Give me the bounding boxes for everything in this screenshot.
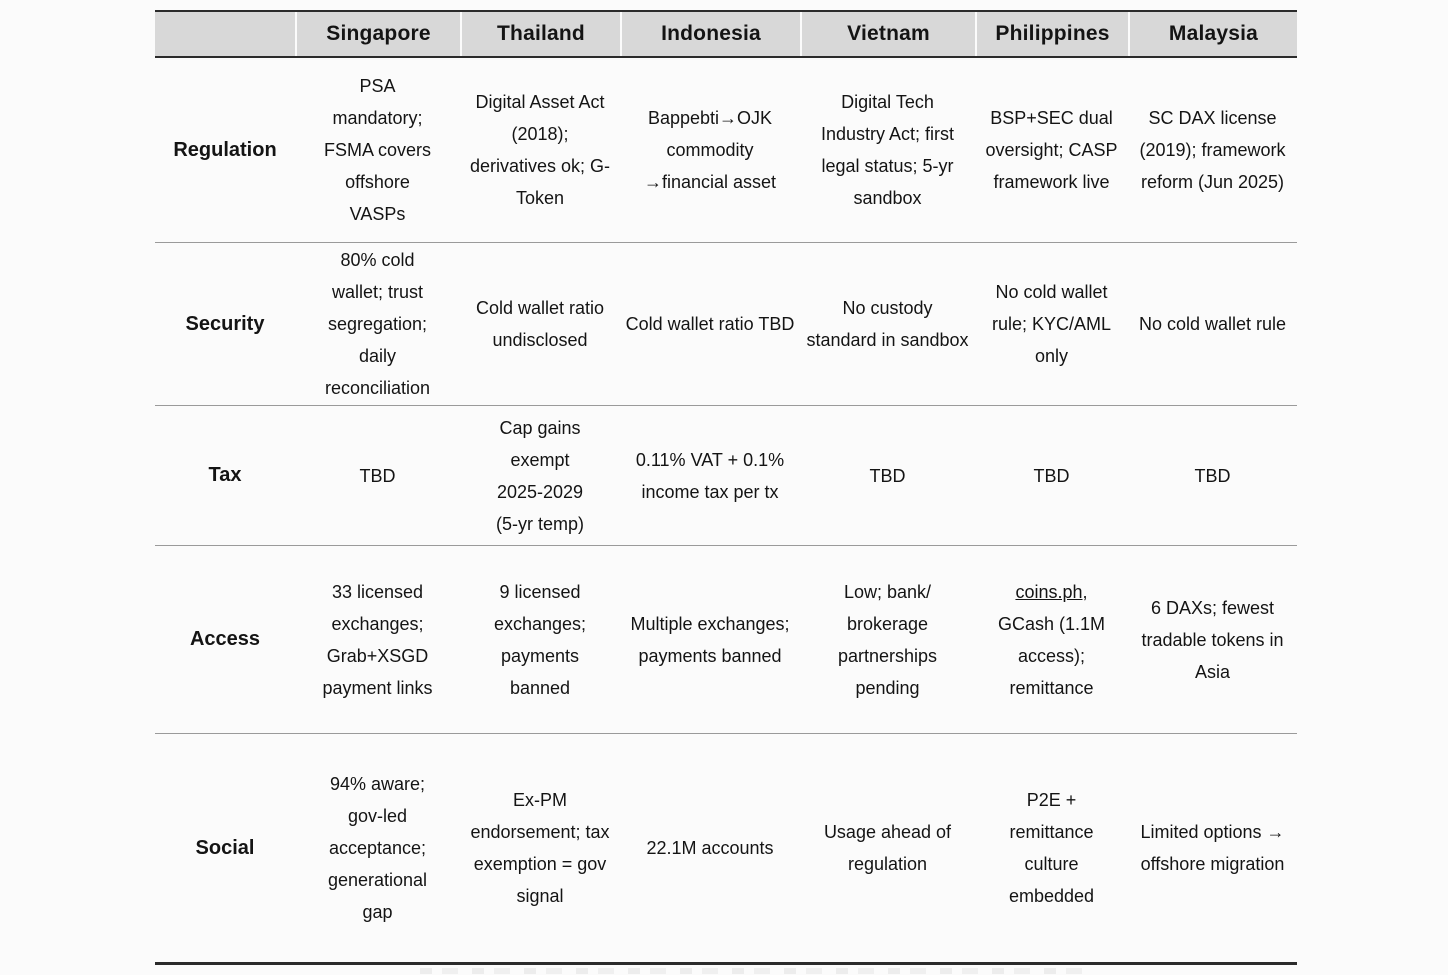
row-label-security: Security	[185, 312, 265, 335]
table-row-social: Social 94% aware; gov-led acceptance; ge…	[155, 733, 1297, 962]
cell-access-philippines: coins.ph, GCash (1.1M access); remittanc…	[975, 546, 1128, 733]
cell-social-vietnam: Usage ahead of regulation	[823, 822, 952, 874]
cell-access-philippines-content: coins.ph, GCash (1.1M access); remittanc…	[998, 576, 1105, 704]
cell-access-vietnam: Low; bank/ brokerage partnerships pendin…	[837, 581, 938, 698]
row-label-tax: Tax	[208, 464, 242, 486]
column-header-malaysia: Malaysia	[1128, 12, 1297, 56]
coins-ph-link[interactable]: coins.ph	[1015, 581, 1083, 602]
row-label-regulation: Regulation	[173, 138, 277, 161]
cell-social-philippines: P2E + remittance culture embedded	[1008, 790, 1095, 906]
cell-regulation-thailand: Digital Asset Act (2018); derivatives ok…	[469, 92, 611, 208]
cell-social-singapore: 94% aware; gov-led acceptance; generatio…	[327, 774, 428, 922]
cell-regulation-malaysia: SC DAX license (2019); framework reform …	[1139, 108, 1286, 192]
cell-access-singapore: 33 licensed exchanges; Grab+XSGD payment…	[322, 581, 433, 698]
cell-security-philippines: No cold wallet rule; KYC/AML only	[991, 282, 1112, 366]
corner-header-cell	[155, 12, 295, 56]
cell-tax-philippines: TBD	[1033, 465, 1070, 486]
cell-social-thailand: Ex-PM endorsement; tax exemption = gov s…	[470, 790, 610, 906]
cell-regulation-philippines: BSP+SEC dual oversight; CASP framework l…	[985, 108, 1118, 192]
cell-social-malaysia: Limited options → offshore migration	[1140, 822, 1285, 874]
table-row-regulation: Regulation PSA mandatory; FSMA covers of…	[155, 58, 1297, 242]
column-header-philippines: Philippines	[975, 12, 1128, 56]
column-header-indonesia: Indonesia	[620, 12, 800, 56]
table-header-row: Singapore Thailand Indonesia Vietnam Phi…	[155, 12, 1297, 58]
cell-social-indonesia: 22.1M accounts	[646, 838, 774, 858]
column-header-singapore: Singapore	[295, 12, 460, 56]
cell-access-philippines-rest: , GCash (1.1M access); remittance	[997, 581, 1106, 698]
cell-security-thailand: Cold wallet ratio undisclosed	[475, 298, 605, 350]
row-label-access: Access	[189, 628, 261, 650]
column-header-thailand: Thailand	[460, 12, 620, 56]
cell-access-thailand: 9 licensed exchanges; payments banned	[493, 581, 587, 698]
row-label-social: Social	[195, 836, 255, 859]
country-comparison-table: Singapore Thailand Indonesia Vietnam Phi…	[155, 10, 1297, 965]
cell-security-malaysia: No cold wallet rule	[1138, 314, 1287, 334]
cell-tax-malaysia: TBD	[1194, 465, 1231, 486]
cell-security-singapore: 80% cold wallet; trust segregation; dail…	[324, 250, 431, 398]
cell-regulation-indonesia: Bappebti→OJK commodity →financial asset	[643, 108, 777, 192]
cell-tax-thailand: Cap gains exempt 2025-2029 (5-yr temp)	[495, 417, 584, 534]
cell-security-vietnam: No custody standard in sandbox	[806, 298, 969, 350]
column-header-vietnam: Vietnam	[800, 12, 975, 56]
table-row-security: Security 80% cold wallet; trust segregat…	[155, 242, 1297, 405]
cell-access-indonesia: Multiple exchanges; payments banned	[630, 613, 790, 666]
clipped-caption-remnant	[420, 968, 1090, 974]
cell-tax-singapore: TBD	[359, 465, 396, 486]
table-row-tax: Tax TBD Cap gains exempt 2025-2029 (5-yr…	[155, 405, 1297, 545]
cell-security-indonesia: Cold wallet ratio TBD	[625, 314, 795, 334]
cell-access-malaysia: 6 DAXs; fewest tradable tokens in Asia	[1141, 597, 1284, 682]
cell-tax-vietnam: TBD	[869, 465, 906, 486]
table-row-access: Access 33 licensed exchanges; Grab+XSGD …	[155, 545, 1297, 733]
cell-regulation-vietnam: Digital Tech Industry Act; first legal s…	[820, 92, 955, 208]
cell-tax-indonesia: 0.11% VAT + 0.1% income tax per tx	[635, 449, 785, 502]
cell-regulation-singapore: PSA mandatory; FSMA covers offshore VASP…	[323, 76, 432, 224]
